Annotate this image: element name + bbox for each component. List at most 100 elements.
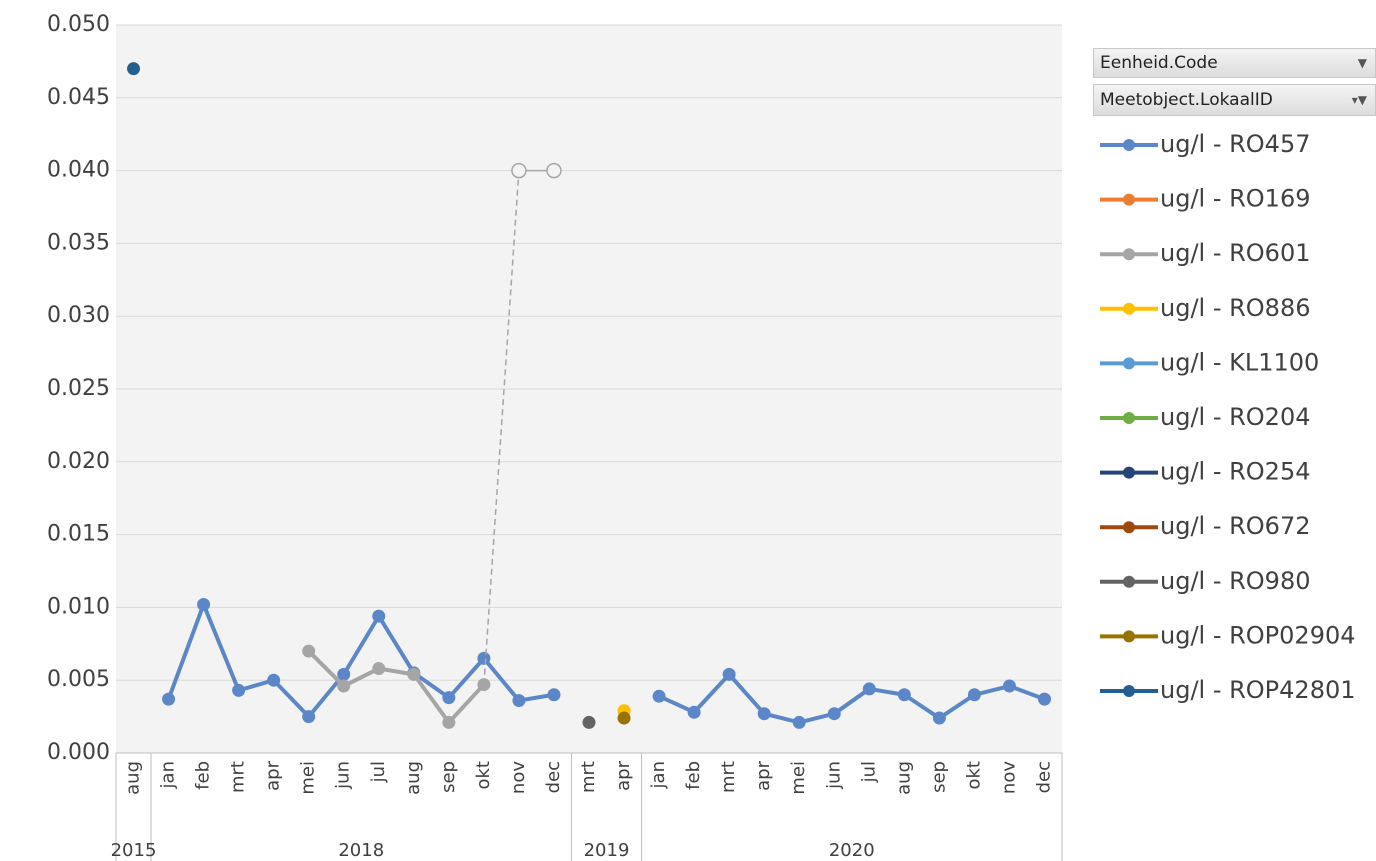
x-tick-label: mei (298, 761, 319, 795)
point-marker (442, 691, 456, 705)
x-tick-label: okt (473, 761, 494, 790)
legend-label: ug/l - RO254 (1160, 458, 1311, 486)
y-tick-label: 0.045 (47, 85, 110, 110)
dropdown-arrow[interactable]: ▼ (1357, 56, 1367, 70)
point-marker (932, 711, 946, 725)
series-line-dashed (483, 170, 520, 685)
point-marker (1037, 692, 1051, 706)
x-tick-label: feb (193, 761, 214, 790)
x-tick-label: dec (543, 761, 564, 793)
group-label: 2020 (829, 840, 875, 861)
point-marker (512, 694, 526, 708)
y-tick-label: 0.050 (47, 12, 110, 37)
x-tick-label: mrt (578, 761, 599, 793)
point-marker (302, 644, 316, 658)
x-tick-label: jun (823, 761, 844, 790)
point-marker (546, 162, 562, 179)
x-tick-label: apr (753, 760, 774, 790)
point-marker (547, 688, 561, 702)
y-tick-label: 0.025 (47, 376, 110, 401)
point-marker (407, 667, 421, 681)
y-tick-label: 0.035 (47, 230, 110, 255)
x-tick-label: mrt (718, 761, 739, 793)
filter-icon[interactable]: ▾▼ (1351, 93, 1367, 107)
x-tick-label: jan (158, 761, 179, 789)
point-marker (862, 682, 876, 696)
point-marker (442, 715, 456, 729)
legend-marker (1123, 139, 1135, 151)
point-marker (792, 715, 806, 729)
point-marker (582, 715, 596, 729)
x-tick-label: sep (438, 761, 459, 793)
point-marker (267, 673, 281, 687)
x-tick-label: nov (998, 761, 1019, 794)
legend-marker (1123, 248, 1135, 261)
legend-marker (1123, 466, 1135, 479)
legend-filter[interactable]: Eenheid.Code ▼ (1093, 48, 1376, 78)
series-line (166, 602, 555, 719)
group-label: 2015 (111, 840, 157, 861)
point-marker (337, 679, 351, 693)
legend-label: ug/l - ROP42801 (1160, 676, 1356, 704)
group-label: 2018 (338, 840, 384, 861)
point-marker (127, 62, 141, 76)
point-marker (617, 711, 631, 725)
x-tick-label: sep (928, 761, 949, 793)
point-marker (511, 162, 527, 179)
legend-marker (1123, 521, 1135, 534)
y-tick-label: 0.015 (47, 522, 110, 547)
legend-label: ug/l - ROP02904 (1160, 621, 1356, 649)
legend-marker (1123, 357, 1135, 370)
point-marker (372, 609, 386, 623)
point-marker (757, 707, 771, 721)
x-tick-label: aug (893, 761, 914, 795)
x-tick-label: jul (858, 761, 879, 783)
point-marker (162, 692, 176, 706)
point-marker (1002, 679, 1016, 693)
legend-marker (1123, 630, 1135, 643)
legend-marker (1123, 302, 1135, 315)
point-marker (652, 689, 666, 703)
x-tick-label: aug (403, 761, 424, 795)
x-tick-label: apr (613, 760, 634, 790)
x-tick-label: aug (123, 761, 144, 795)
point-marker (197, 597, 211, 611)
legend-marker (1123, 412, 1135, 424)
legend-label: ug/l - RO672 (1160, 512, 1311, 540)
legend-label: ug/l - RO457 (1160, 130, 1311, 158)
y-tick-label: 0.000 (47, 740, 110, 765)
legend-label: ug/l - KL1100 (1160, 348, 1319, 376)
x-tick-label: okt (963, 761, 984, 790)
group-label: 2019 (584, 840, 630, 861)
x-tick-label: apr (263, 760, 284, 790)
legend-label: ug/l - RO204 (1160, 403, 1311, 431)
point-marker (232, 683, 246, 697)
legend-label: ug/l - RO169 (1160, 185, 1311, 213)
x-tick-label: jan (648, 761, 669, 789)
y-tick-label: 0.040 (47, 158, 110, 183)
point-marker (477, 678, 491, 692)
legend-marker (1123, 575, 1135, 588)
y-tick-label: 0.030 (47, 303, 110, 328)
point-marker (967, 688, 981, 702)
point-marker (687, 705, 701, 719)
x-tick-label: jul (368, 761, 389, 783)
legend-label: ug/l - RO601 (1160, 239, 1311, 267)
legend-filter[interactable]: Meetobject.LokaalID ▾▼ (1093, 84, 1376, 116)
point-marker (302, 710, 316, 724)
filter-label: Eenheid.Code (1100, 53, 1218, 73)
y-tick-label: 0.010 (47, 594, 110, 619)
legend-label: ug/l - RO980 (1160, 567, 1311, 595)
y-tick-label: 0.005 (47, 667, 110, 692)
point-marker (337, 667, 351, 681)
legend-marker (1123, 193, 1135, 206)
x-tick-label: mrt (228, 761, 249, 793)
legend-label: ug/l - RO886 (1160, 294, 1311, 322)
series-line (307, 649, 486, 725)
x-tick-label: jun (333, 761, 354, 790)
legend-marker (1123, 685, 1135, 697)
y-tick-label: 0.020 (47, 449, 110, 474)
filter-label: Meetobject.LokaalID (1100, 90, 1273, 110)
